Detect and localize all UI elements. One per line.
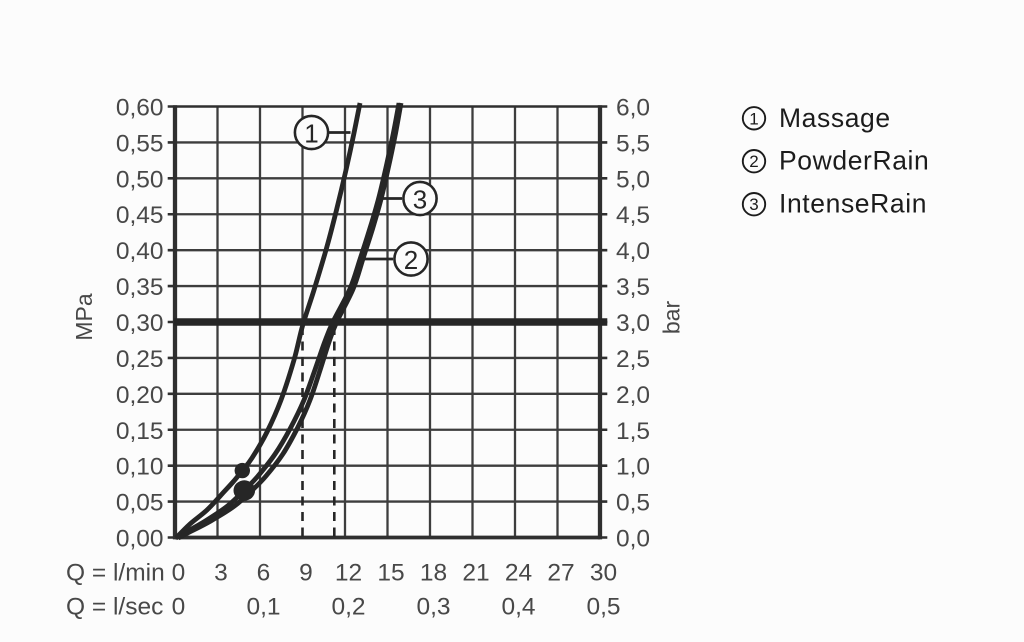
svg-text:0,00: 0,00 <box>116 526 164 553</box>
svg-text:3: 3 <box>214 560 228 587</box>
svg-text:6: 6 <box>257 560 271 587</box>
svg-text:9: 9 <box>299 560 313 587</box>
svg-text:Massage: Massage <box>779 103 891 133</box>
svg-text:1,0: 1,0 <box>616 454 650 481</box>
svg-text:0,15: 0,15 <box>116 418 164 445</box>
svg-text:0,45: 0,45 <box>116 202 164 229</box>
svg-text:5,0: 5,0 <box>616 166 650 193</box>
svg-text:4,5: 4,5 <box>616 202 650 229</box>
svg-text:0,10: 0,10 <box>116 454 164 481</box>
svg-text:0,30: 0,30 <box>116 310 164 337</box>
svg-text:3,0: 3,0 <box>616 310 650 337</box>
svg-text:30: 30 <box>590 560 617 587</box>
svg-text:12: 12 <box>335 560 362 587</box>
svg-text:1: 1 <box>304 119 318 149</box>
svg-text:0,40: 0,40 <box>116 238 164 265</box>
svg-text:6,0: 6,0 <box>616 95 650 122</box>
svg-text:0,3: 0,3 <box>416 594 450 621</box>
svg-text:3: 3 <box>749 195 758 214</box>
svg-text:24: 24 <box>505 560 532 587</box>
svg-text:0,05: 0,05 <box>116 490 164 517</box>
svg-text:0,4: 0,4 <box>501 594 535 621</box>
svg-text:2,0: 2,0 <box>616 382 650 409</box>
svg-text:bar: bar <box>659 301 685 335</box>
svg-text:0,0: 0,0 <box>616 526 650 553</box>
svg-text:21: 21 <box>462 560 489 587</box>
svg-text:1: 1 <box>749 109 758 128</box>
svg-text:5,5: 5,5 <box>616 130 650 157</box>
svg-text:15: 15 <box>377 560 404 587</box>
svg-text:0,1: 0,1 <box>246 594 280 621</box>
svg-text:0,35: 0,35 <box>116 274 164 301</box>
svg-text:0: 0 <box>172 594 186 621</box>
svg-text:27: 27 <box>547 560 574 587</box>
svg-text:0,5: 0,5 <box>616 490 650 517</box>
svg-text:PowderRain: PowderRain <box>779 146 929 176</box>
svg-text:2,5: 2,5 <box>616 346 650 373</box>
svg-text:18: 18 <box>420 560 447 587</box>
svg-text:3: 3 <box>413 185 427 215</box>
svg-text:Q = l/sec: Q = l/sec <box>66 594 163 621</box>
svg-text:0,55: 0,55 <box>116 130 164 157</box>
svg-text:0,25: 0,25 <box>116 346 164 373</box>
svg-text:0,2: 0,2 <box>331 594 365 621</box>
svg-text:0,60: 0,60 <box>116 95 164 122</box>
svg-text:2: 2 <box>404 245 418 275</box>
svg-text:IntenseRain: IntenseRain <box>779 189 927 219</box>
svg-text:0,5: 0,5 <box>586 594 620 621</box>
svg-text:3,5: 3,5 <box>616 274 650 301</box>
svg-text:Q = l/min: Q = l/min <box>66 560 165 587</box>
svg-text:2: 2 <box>749 152 758 171</box>
svg-text:4,0: 4,0 <box>616 238 650 265</box>
svg-text:0: 0 <box>172 560 186 587</box>
svg-text:0,20: 0,20 <box>116 382 164 409</box>
svg-text:0,50: 0,50 <box>116 166 164 193</box>
svg-text:MPa: MPa <box>71 293 97 341</box>
svg-text:1,5: 1,5 <box>616 418 650 445</box>
